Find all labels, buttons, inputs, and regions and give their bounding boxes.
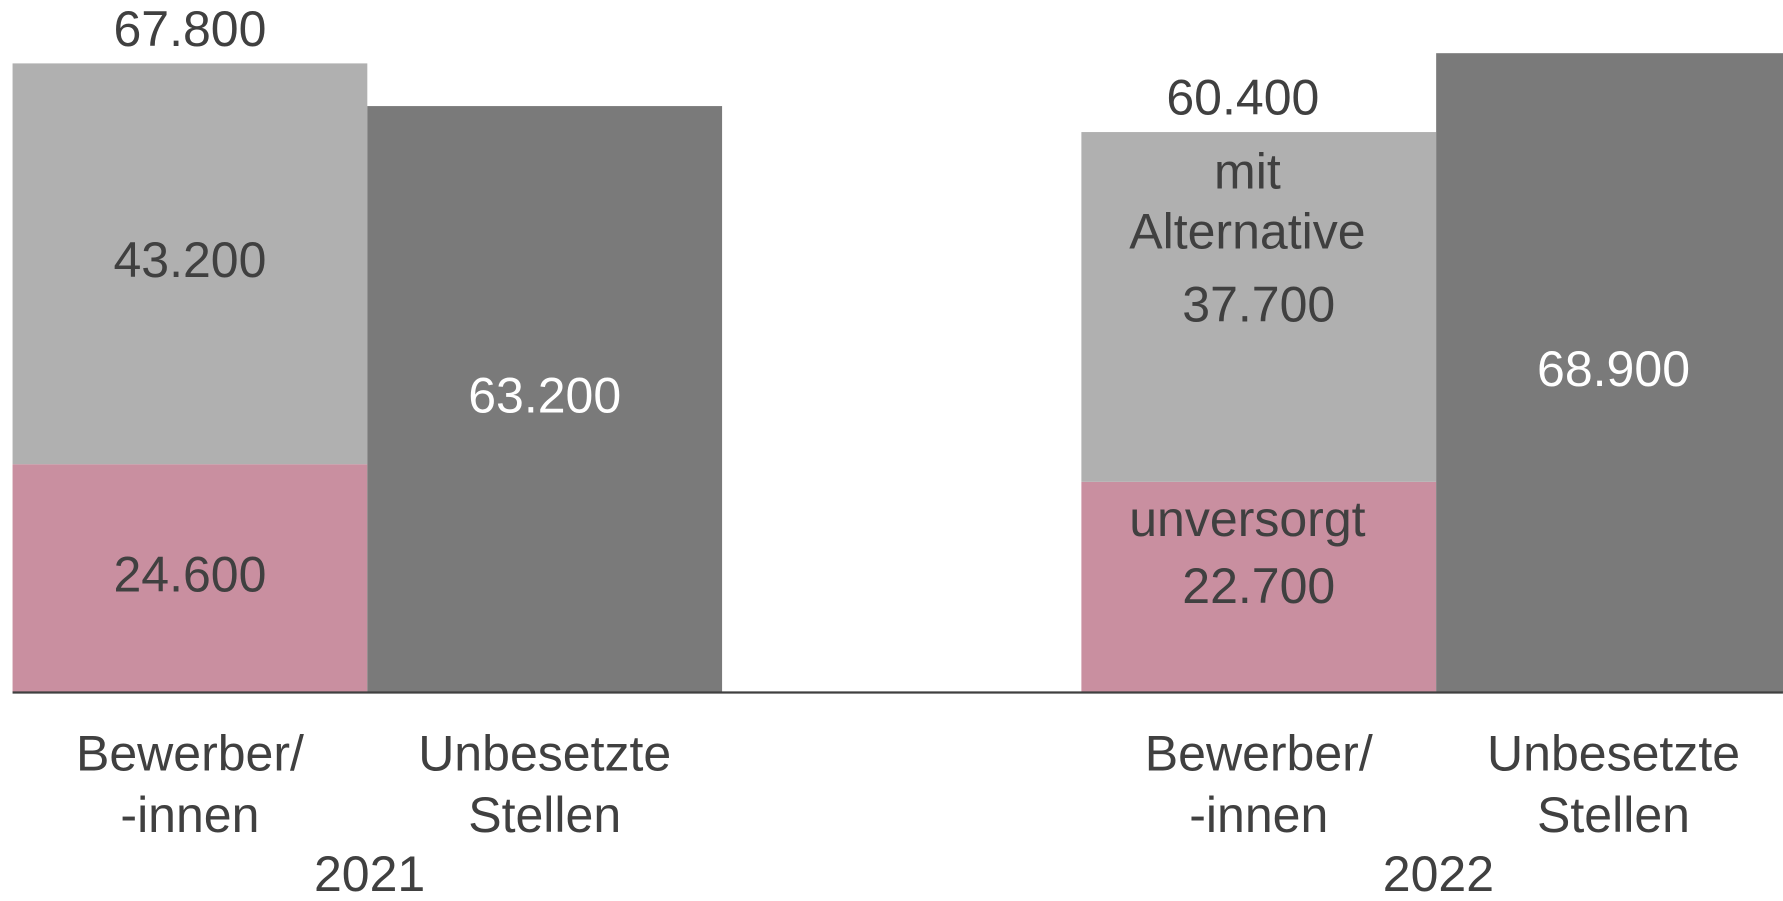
series-label: unversorgt bbox=[1129, 491, 1365, 547]
value-label: 63.200 bbox=[468, 367, 621, 423]
x-tick-label: Bewerber/ bbox=[76, 725, 304, 781]
x-tick-label: -innen bbox=[1189, 787, 1328, 843]
bar-segment bbox=[1436, 53, 1783, 693]
x-tick-label: Stellen bbox=[1537, 787, 1690, 843]
total-label: 60.400 bbox=[1166, 70, 1319, 126]
bar-segment bbox=[1081, 132, 1437, 482]
bar-segment bbox=[12, 63, 368, 465]
value-label: 68.900 bbox=[1537, 341, 1690, 397]
x-tick-label: Unbesetzte bbox=[1487, 725, 1740, 781]
bar-segment bbox=[12, 464, 368, 693]
value-label: 24.600 bbox=[113, 547, 266, 603]
group-label: 2022 bbox=[1383, 846, 1494, 896]
bar-segment bbox=[1081, 481, 1437, 693]
x-tick-label: Unbesetzte bbox=[418, 725, 671, 781]
x-tick-label: Stellen bbox=[468, 787, 621, 843]
series-label: mit Alternative bbox=[1129, 143, 1365, 259]
group-label: 2021 bbox=[314, 846, 425, 896]
x-tick-label: Bewerber/ bbox=[1145, 725, 1373, 781]
bar-segment bbox=[367, 106, 723, 693]
value-label: 43.200 bbox=[113, 232, 266, 288]
x-tick-label: -innen bbox=[120, 787, 259, 843]
value-label: 22.700 bbox=[1182, 558, 1335, 614]
value-label: 37.700 bbox=[1182, 277, 1335, 333]
total-label: 67.800 bbox=[113, 1, 266, 57]
